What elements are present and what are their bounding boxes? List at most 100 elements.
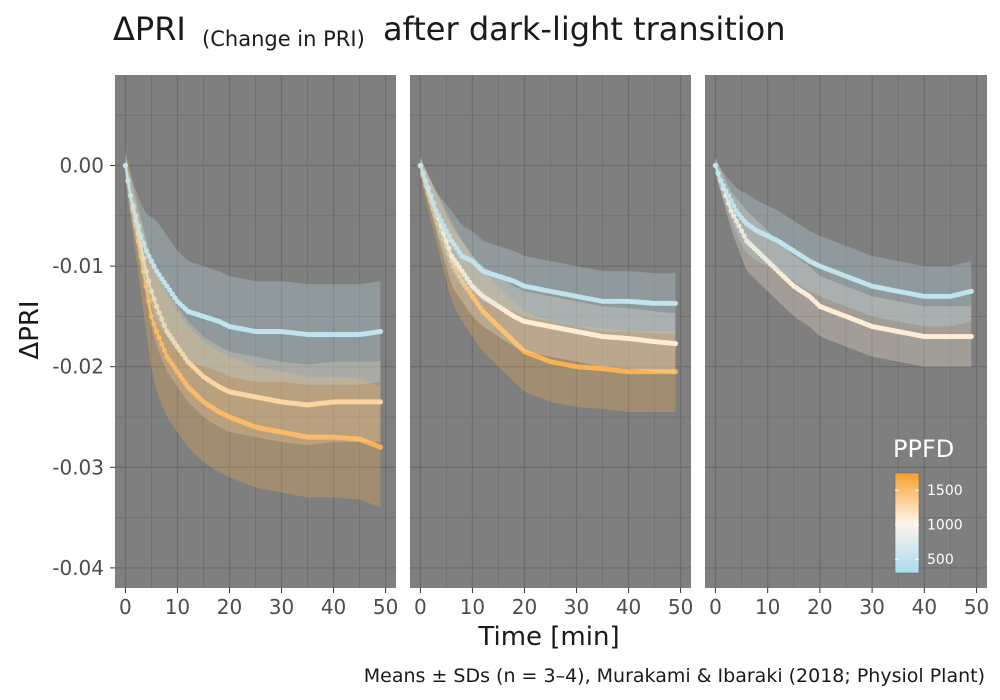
x-tick-label: 20 [217, 595, 242, 619]
data-point [731, 213, 737, 219]
data-point [146, 298, 152, 304]
data-point [141, 256, 147, 262]
data-point [148, 258, 154, 264]
sd-ribbon [420, 155, 676, 412]
sd-ribbon [715, 158, 972, 327]
data-point [167, 357, 173, 363]
data-point [464, 276, 470, 282]
x-tick-label: 40 [912, 595, 937, 619]
panel-2 [410, 75, 691, 588]
data-point [715, 170, 721, 176]
data-point [446, 233, 452, 239]
data-point [443, 228, 449, 234]
data-point [167, 332, 173, 338]
title-main-prefix: ΔPRI [113, 10, 186, 48]
y-tick-label: 0.00 [59, 154, 104, 178]
data-point [172, 340, 178, 346]
data-point [477, 305, 483, 311]
data-point [164, 328, 170, 335]
sd-ribbon [125, 153, 381, 385]
data-point [446, 245, 452, 252]
data-point [731, 203, 737, 209]
legend: PPFD 1500 1000 500 [893, 435, 963, 574]
data-point [464, 286, 470, 292]
data-point [728, 208, 734, 214]
legend-colorbar [894, 472, 920, 574]
data-point [154, 303, 160, 309]
data-point [459, 268, 465, 274]
data-point [472, 297, 478, 303]
sd-ribbon [125, 155, 381, 446]
panel-3 [705, 75, 987, 588]
data-point [428, 193, 434, 199]
data-point [172, 295, 178, 301]
data-point [169, 336, 175, 342]
x-tick-label: 20 [807, 595, 832, 619]
data-point [449, 238, 455, 244]
data-point [122, 162, 128, 169]
data-point [462, 272, 468, 278]
chart-title: ΔPRI (Change in PRI) after dark-light tr… [113, 10, 786, 54]
data-point [739, 228, 745, 234]
data-point [456, 264, 462, 270]
data-point [161, 279, 167, 286]
legend-tick-label: 1000 [927, 518, 963, 534]
data-point [135, 223, 141, 229]
data-point [417, 162, 423, 169]
data-point [180, 376, 186, 382]
data-point [180, 351, 186, 357]
legend-title: PPFD [893, 435, 954, 463]
data-point [164, 354, 170, 360]
x-tick-label: 30 [269, 595, 294, 619]
data-point [174, 344, 180, 350]
data-point [420, 170, 426, 176]
x-tick-label: 0 [709, 595, 722, 619]
data-point [174, 369, 180, 375]
panels [115, 75, 987, 588]
data-point [156, 310, 162, 316]
x-tick-label: 50 [964, 595, 989, 619]
sd-ribbon [715, 158, 972, 367]
data-point [125, 178, 131, 184]
y-tick-label: -0.04 [52, 556, 104, 580]
data-point [718, 178, 724, 184]
title-main-suffix: after dark-light transition [383, 10, 786, 48]
data-point [436, 213, 442, 219]
x-tick-label: 20 [512, 595, 537, 619]
series-500 [712, 158, 974, 327]
data-point [151, 321, 157, 327]
data-point [725, 193, 732, 199]
x-tick-label: 0 [414, 595, 427, 619]
data-point [133, 213, 139, 219]
data-point [138, 233, 144, 239]
data-point [723, 188, 729, 194]
data-point [454, 268, 460, 274]
y-tick-label: -0.01 [52, 254, 104, 278]
data-point [156, 272, 162, 278]
x-tick-label: 30 [859, 595, 884, 619]
data-point [146, 278, 152, 284]
data-point [377, 444, 383, 450]
data-point [164, 283, 170, 289]
sd-ribbon [420, 158, 676, 334]
data-point [430, 200, 436, 206]
data-point [172, 365, 178, 371]
data-point [451, 242, 457, 248]
data-point [182, 380, 188, 386]
data-point [177, 347, 183, 353]
data-point [438, 218, 444, 224]
legend-tick-label: 500 [927, 552, 954, 568]
data-point [712, 162, 719, 169]
data-point [475, 301, 481, 307]
sd-ribbon [125, 150, 381, 508]
data-point [459, 278, 465, 284]
series-1600 [417, 155, 679, 412]
data-point [151, 296, 157, 302]
y-axis: 0.00 -0.01 -0.02 -0.03 -0.04 [52, 154, 115, 580]
data-point [182, 355, 188, 361]
panel-1 [115, 75, 396, 588]
data-point [467, 289, 473, 296]
data-point [177, 372, 183, 379]
data-point [128, 193, 134, 199]
